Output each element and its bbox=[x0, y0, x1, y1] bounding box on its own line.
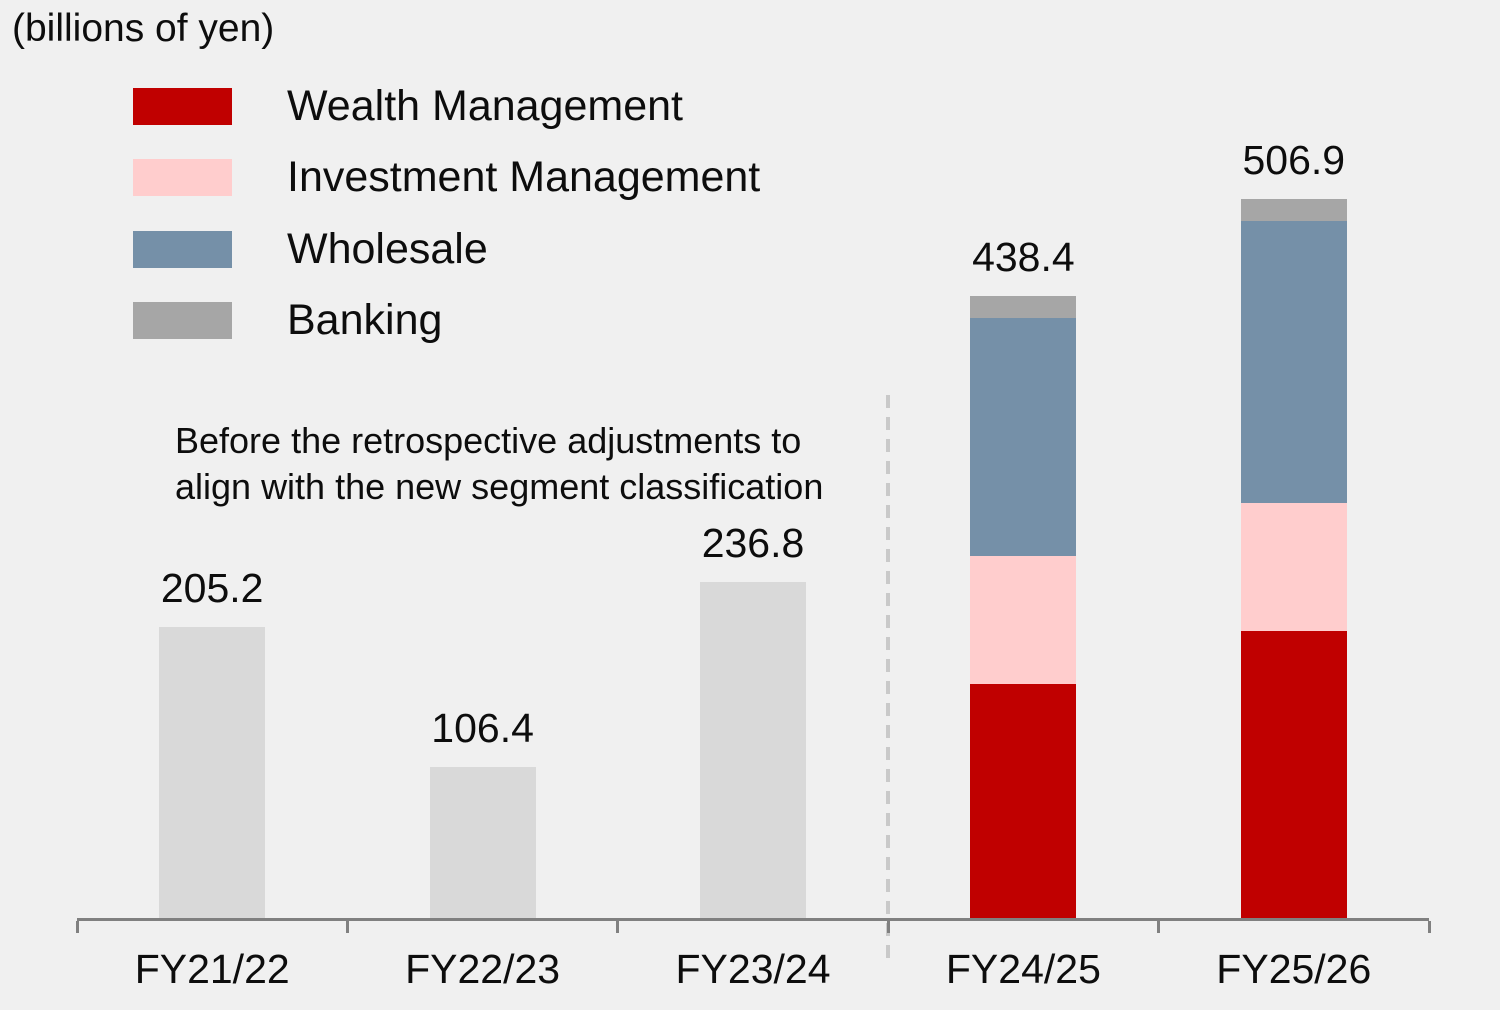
note-line-1: Before the retrospective adjustments to bbox=[175, 420, 802, 461]
bar-total-label: 506.9 bbox=[1242, 136, 1346, 183]
legend-swatch-investment-management bbox=[133, 159, 232, 196]
bar-segment-investment-management bbox=[1240, 503, 1347, 632]
bar-segment-investment-management bbox=[970, 555, 1077, 684]
bar-total-label: 106.4 bbox=[431, 705, 534, 752]
legend-swatch-wealth-management bbox=[133, 88, 232, 125]
x-axis-tick bbox=[886, 921, 890, 933]
bar-segment-wealth-management bbox=[1240, 631, 1347, 918]
bar-total-label: 205.2 bbox=[160, 564, 264, 611]
x-axis-tick bbox=[616, 921, 620, 933]
bar-segment-wholesale bbox=[970, 318, 1077, 556]
legend-label: Wealth Management bbox=[287, 82, 683, 130]
legend-swatch-wholesale bbox=[133, 231, 232, 268]
note-line-2: align with the new segment classificatio… bbox=[175, 466, 824, 507]
x-axis-line bbox=[77, 918, 1429, 921]
x-axis-category-label: FY25/26 bbox=[1216, 946, 1372, 992]
x-axis-tick bbox=[1427, 921, 1431, 933]
legend-label: Wholesale bbox=[287, 225, 488, 273]
legend-label: Banking bbox=[287, 296, 443, 344]
segment-classification-divider-dashed-line bbox=[886, 395, 891, 966]
bar-segment-pre-adjustment-total bbox=[700, 582, 806, 918]
legend-item-wealth-management: Wealth Management bbox=[133, 82, 833, 130]
bar-total-label: 236.8 bbox=[701, 520, 805, 567]
legend-label: Investment Management bbox=[287, 153, 761, 201]
bar-segment-banking bbox=[1240, 198, 1347, 222]
x-axis-tick bbox=[1157, 921, 1161, 933]
bar-segment-wholesale bbox=[1240, 221, 1347, 504]
bar-total-label: 438.4 bbox=[972, 234, 1075, 281]
retrospective-adjustment-note: Before the retrospective adjustments to … bbox=[175, 418, 823, 510]
x-axis-tick bbox=[345, 921, 349, 933]
bar-segment-pre-adjustment-total bbox=[429, 767, 536, 918]
chart-units-title: (billions of yen) bbox=[12, 7, 275, 50]
bar-segment-banking bbox=[970, 296, 1077, 319]
legend-swatch-banking bbox=[133, 302, 232, 339]
x-axis-category-label: FY21/22 bbox=[134, 946, 290, 992]
x-axis-category-label: FY22/23 bbox=[405, 946, 561, 992]
bar-segment-pre-adjustment-total bbox=[159, 626, 266, 918]
bar-segment-wealth-management bbox=[970, 683, 1077, 918]
x-axis-category-label: FY24/25 bbox=[945, 946, 1101, 992]
x-axis-tick bbox=[75, 921, 79, 933]
legend-item-investment-management: Investment Management bbox=[133, 153, 833, 201]
x-axis-category-label: FY23/24 bbox=[675, 946, 831, 992]
legend-item-wholesale: Wholesale bbox=[133, 225, 833, 273]
legend-item-banking: Banking bbox=[133, 296, 833, 344]
